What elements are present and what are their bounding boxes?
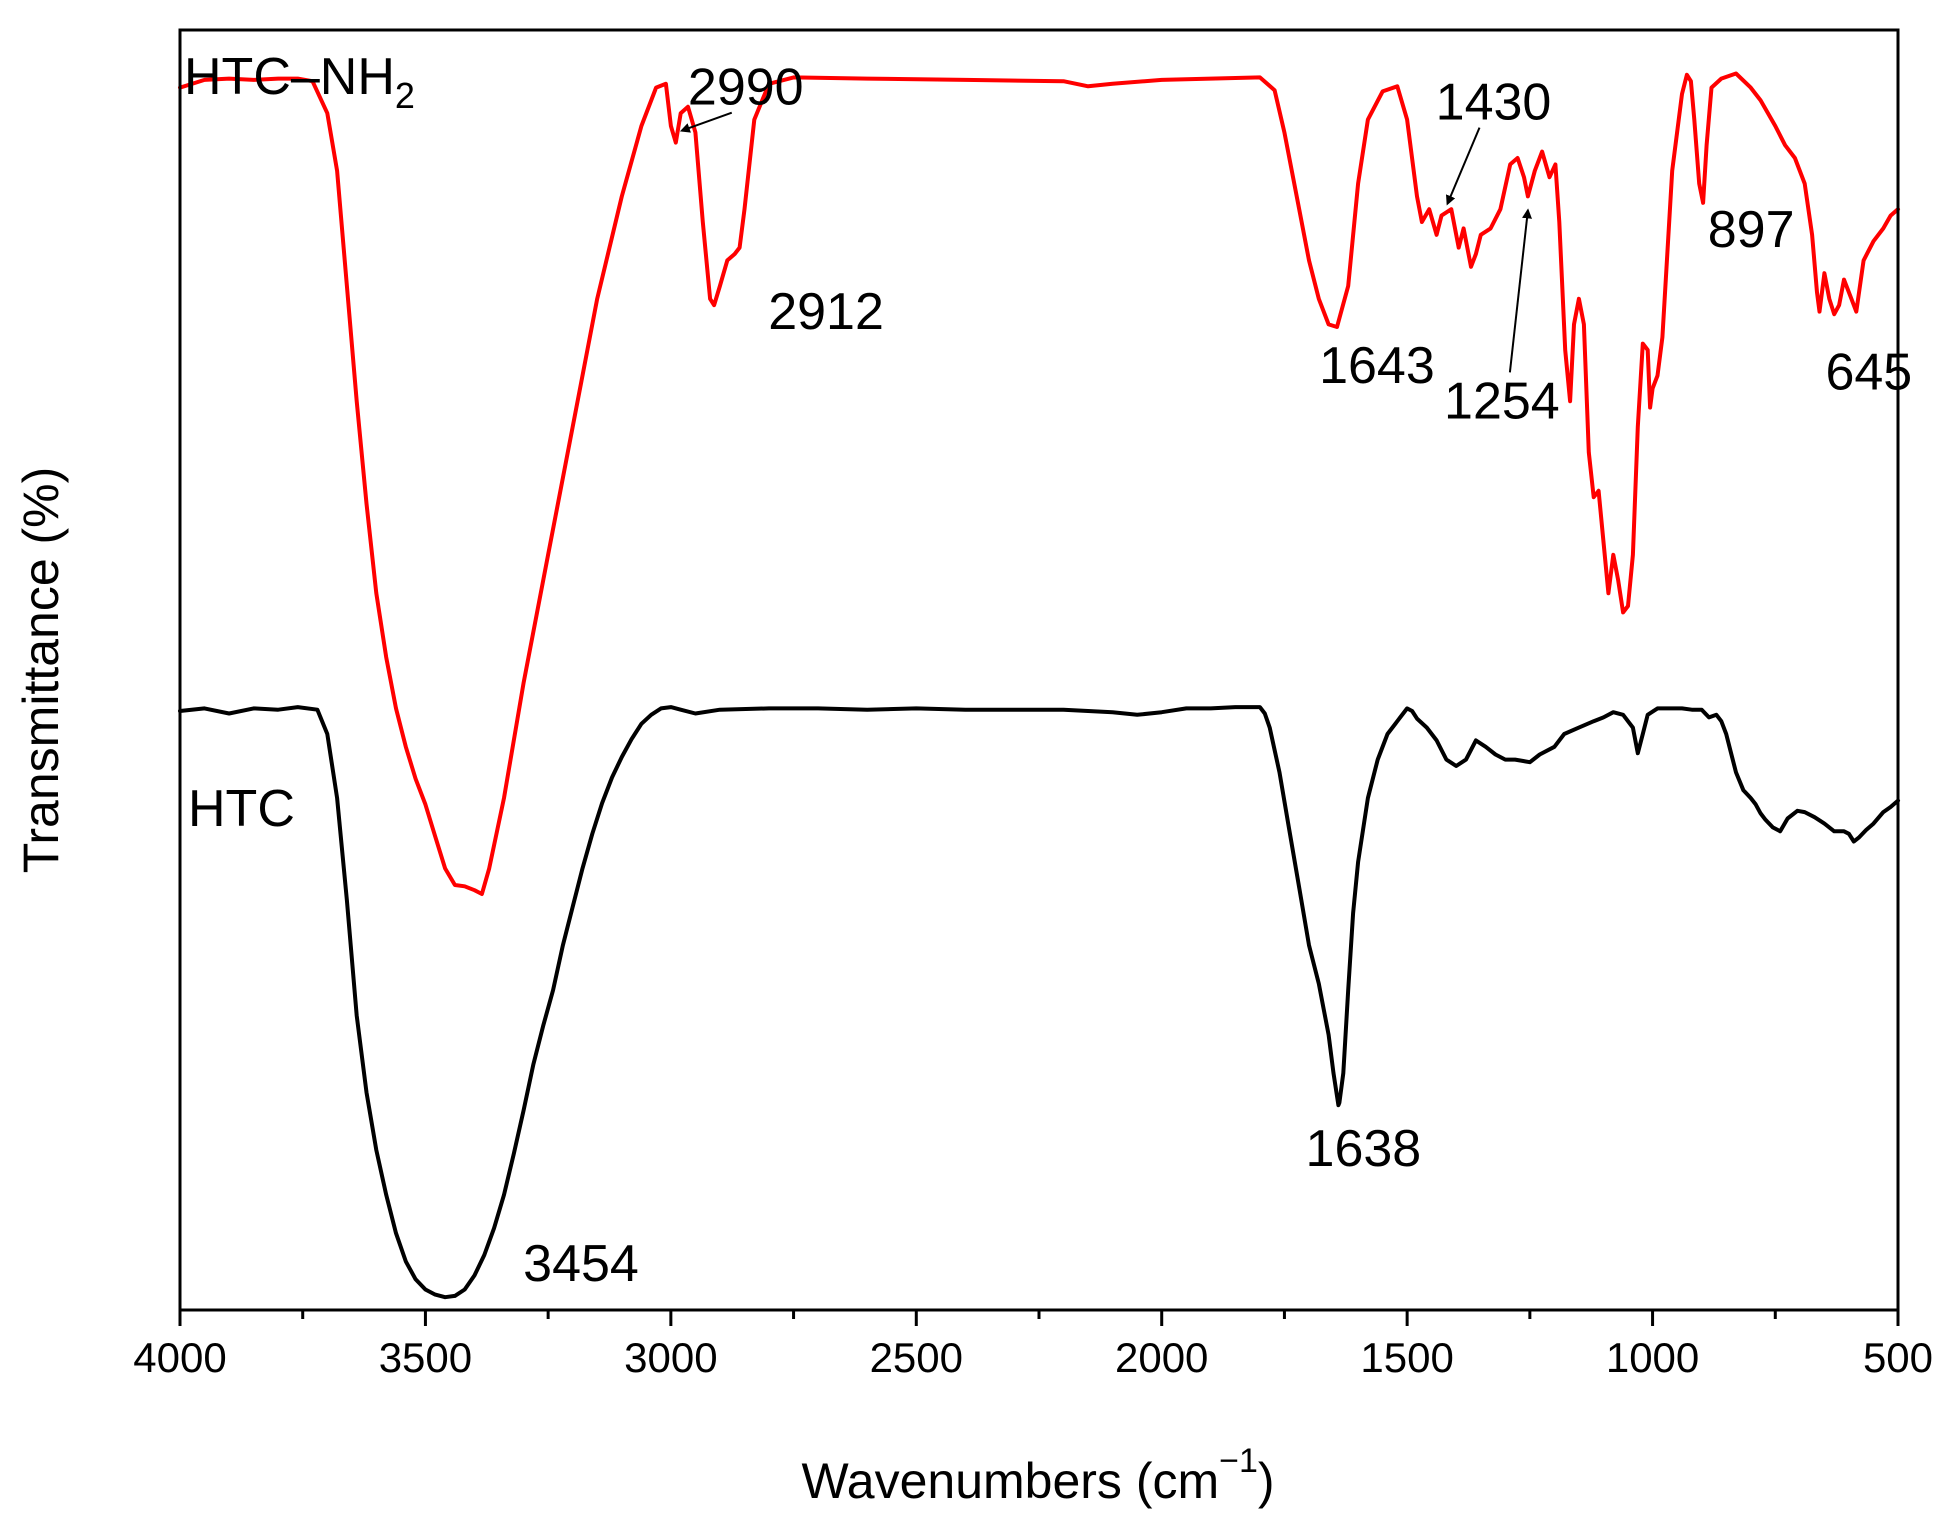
- peak-label-1430: 1430: [1436, 74, 1552, 132]
- peak-label-3454: 3454: [523, 1235, 639, 1293]
- series-label-htc-nh2-subscript: 2: [395, 75, 415, 116]
- x-tick-label: 2500: [870, 1334, 963, 1381]
- peak-label-2990: 2990: [688, 59, 804, 117]
- y-axis-title: Transmittance (%): [13, 467, 69, 874]
- series-line-htc-nh2: [178, 71, 1900, 896]
- peak-label-1643: 1643: [1319, 337, 1435, 395]
- series-label-htc: HTC: [188, 780, 295, 838]
- peak-arrow-1430: [1445, 127, 1481, 206]
- x-tick-label: 3500: [379, 1334, 472, 1381]
- series-line-htc: [178, 705, 1900, 1300]
- x-axis-title-main: Wavenumbers (cm: [801, 1453, 1219, 1509]
- series-label-htc-nh2-main: HTC–NH: [184, 48, 395, 106]
- peak-label-897: 897: [1708, 201, 1795, 259]
- peak-label-1254: 1254: [1444, 372, 1560, 430]
- x-axis: 4000 3500 3000 2500 2000 1500 1000 500: [133, 1310, 1933, 1381]
- peak-label-2912: 2912: [768, 283, 884, 341]
- x-tick-label: 500: [1863, 1334, 1933, 1381]
- series-label-htc-nh2: HTC–NH2: [184, 48, 415, 116]
- x-tick-label: 1500: [1360, 1334, 1453, 1381]
- x-tick-label: 1000: [1606, 1334, 1699, 1381]
- x-tick-label: 4000: [133, 1334, 226, 1381]
- x-axis-title-exponent: −1: [1219, 1442, 1258, 1480]
- plot-frame: [178, 28, 1900, 1312]
- peak-arrow-2990: [679, 111, 733, 133]
- x-axis-title-close: ): [1258, 1453, 1275, 1509]
- x-tick-label: 3000: [624, 1334, 717, 1381]
- peak-label-1638: 1638: [1306, 1120, 1422, 1178]
- series-layer: [178, 71, 1900, 1300]
- x-axis-title: Wavenumbers (cm−1): [801, 1442, 1274, 1509]
- peak-arrow-1254: [1508, 208, 1532, 373]
- x-tick-label: 2000: [1115, 1334, 1208, 1381]
